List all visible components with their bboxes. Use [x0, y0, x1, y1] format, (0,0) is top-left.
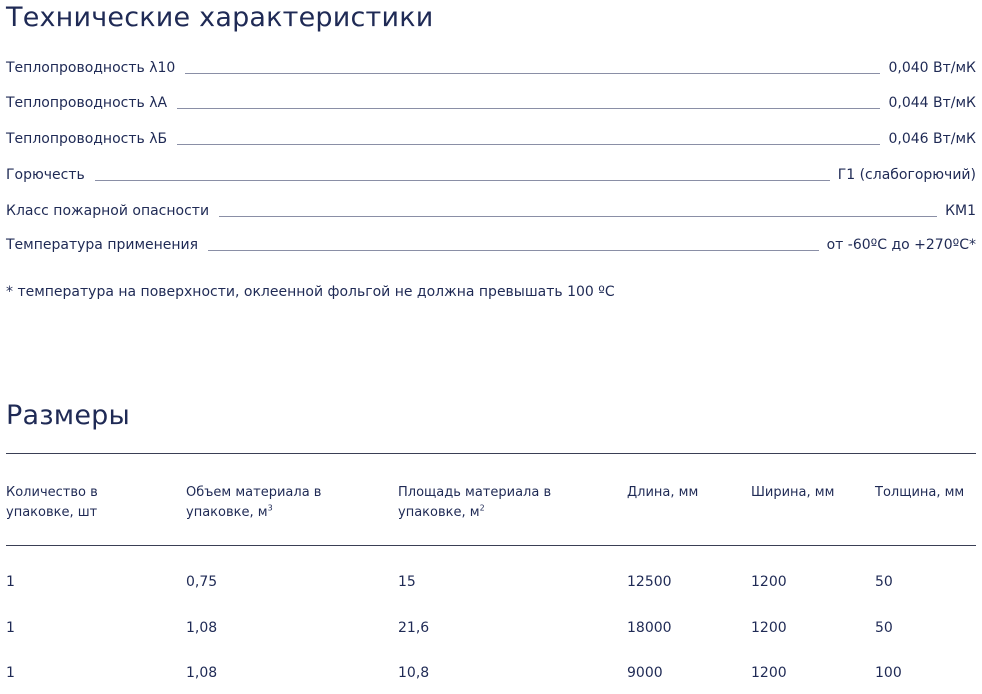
- cell-quantity: 1: [6, 574, 15, 590]
- spec-leader-line: [185, 73, 881, 74]
- cell-volume: 1,08: [186, 620, 218, 636]
- cell-quantity: 1: [6, 620, 15, 636]
- spec-row-fire-class: Класс пожарной опасности КМ1: [6, 200, 976, 220]
- header-quantity: Количество в упаковке, шт: [6, 483, 98, 523]
- header-area-line2-wrap: упаковке, м2: [398, 503, 551, 523]
- cell-length: 18000: [627, 620, 672, 636]
- header-quantity-line1: Количество в: [6, 485, 98, 500]
- header-volume-line1: Объем материала в: [186, 485, 322, 500]
- spec-value: КМ1: [945, 203, 976, 219]
- cell-volume: 1,08: [186, 665, 218, 681]
- spec-row-thermal-a: Теплопроводность λА 0,044 Вт/мК: [6, 92, 976, 112]
- cell-thickness: 50: [875, 574, 893, 590]
- spec-label: Теплопроводность λ10: [6, 60, 176, 76]
- spec-label: Горючесть: [6, 167, 85, 183]
- header-volume: Объем материала в упаковке, м3: [186, 483, 321, 523]
- cell-volume: 0,75: [186, 574, 218, 590]
- cell-area: 21,6: [398, 620, 430, 636]
- spec-leader-line: [177, 144, 881, 145]
- spec-label: Теплопроводность λА: [6, 95, 168, 111]
- header-thickness: Толщина, мм: [875, 485, 965, 500]
- cell-thickness: 100: [875, 665, 902, 681]
- spec-row-thermal-10: Теплопроводность λ10 0,040 Вт/мК: [6, 57, 976, 77]
- header-volume-line2-wrap: упаковке, м3: [186, 503, 321, 523]
- spec-label: Теплопроводность λБ: [6, 131, 168, 147]
- header-area: Площадь материала в упаковке, м2: [398, 483, 551, 523]
- header-length: Длина, мм: [627, 485, 699, 500]
- header-volume-line2: упаковке, м: [186, 505, 268, 520]
- spec-value: от -60ºС до +270ºС*: [826, 237, 976, 253]
- specs-title: Технические характеристики: [6, 2, 434, 33]
- header-width: Ширина, мм: [751, 485, 835, 500]
- cell-length: 9000: [627, 665, 663, 681]
- cell-thickness: 50: [875, 620, 893, 636]
- sizes-title: Размеры: [6, 400, 131, 431]
- spec-row-temperature: Температура применения от -60ºС до +270º…: [6, 234, 976, 254]
- cell-length: 12500: [627, 574, 672, 590]
- header-area-line1: Площадь материала в: [398, 485, 552, 500]
- cell-width: 1200: [751, 665, 787, 681]
- spec-value: 0,044 Вт/мК: [888, 95, 976, 111]
- spec-value: 0,046 Вт/мК: [888, 131, 976, 147]
- header-area-sup: 2: [479, 503, 485, 513]
- cell-area: 15: [398, 574, 416, 590]
- header-volume-sup: 3: [267, 503, 273, 513]
- spec-label: Температура применения: [6, 237, 199, 253]
- header-area-line2: упаковке, м: [398, 505, 480, 520]
- spec-leader-line: [208, 250, 819, 251]
- table-top-rule: [6, 453, 976, 454]
- spec-row-flammability: Горючесть Г1 (слабогорючий): [6, 164, 976, 184]
- spec-leader-line: [177, 108, 881, 109]
- spec-value: Г1 (слабогорючий): [837, 167, 976, 183]
- table-header-rule: [6, 545, 976, 546]
- cell-area: 10,8: [398, 665, 430, 681]
- spec-value: 0,040 Вт/мК: [888, 60, 976, 76]
- header-quantity-line2: упаковке, шт: [6, 505, 98, 520]
- spec-leader-line: [94, 180, 830, 181]
- cell-width: 1200: [751, 620, 787, 636]
- cell-quantity: 1: [6, 665, 15, 681]
- spec-label: Класс пожарной опасности: [6, 203, 210, 219]
- spec-leader-line: [219, 216, 938, 217]
- cell-width: 1200: [751, 574, 787, 590]
- specs-footnote: * температура на поверхности, оклеенной …: [6, 284, 615, 300]
- spec-row-thermal-b: Теплопроводность λБ 0,046 Вт/мК: [6, 128, 976, 148]
